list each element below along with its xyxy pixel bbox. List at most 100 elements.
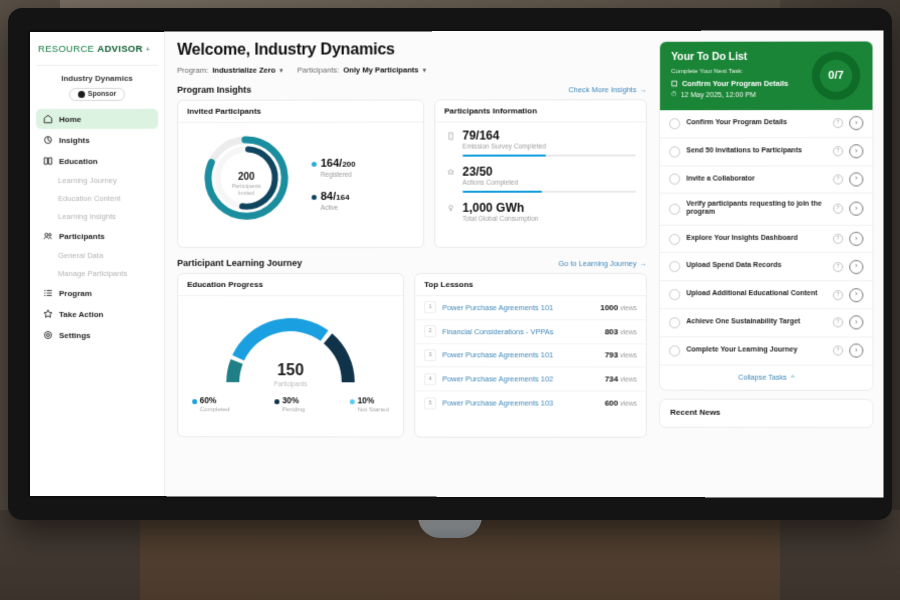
legend-value: 84/ [320, 190, 336, 203]
arrow-right-icon: → [639, 84, 647, 94]
sidebar-item-education[interactable]: Education [36, 151, 158, 171]
link-label: Go to Learning Journey [558, 258, 637, 268]
participants-filter[interactable]: Participants: Only My Participants ▾ [297, 65, 426, 74]
task-row[interactable]: Upload Spend Data Records ? › [660, 253, 873, 282]
check-more-insights-link[interactable]: Check More Insights → [568, 85, 646, 94]
recent-news-title: Recent News [670, 407, 721, 417]
help-icon[interactable]: ? [832, 261, 844, 272]
task-row[interactable]: Confirm Your Program Details ? › [660, 109, 873, 139]
info-value: 23/50 [462, 164, 493, 179]
task-label: Upload Spend Data Records [686, 262, 782, 270]
chevron-right-icon[interactable]: › [849, 144, 864, 159]
list-item[interactable]: 3 Power Purchase Agreements 101 793 views [415, 343, 646, 368]
lesson-name[interactable]: Power Purchase Agreements 101 [442, 350, 554, 360]
task-row[interactable]: Send 50 Invitations to Participants ? › [660, 137, 873, 167]
chevron-right-icon[interactable]: › [849, 259, 864, 274]
sidebar-item-program[interactable]: Program [36, 283, 158, 303]
sidebar-subitem-education-content[interactable]: Education Content [58, 193, 121, 203]
task-row[interactable]: Complete Your Learning Journey ? › [660, 337, 873, 366]
chevron-up-icon: ^ [790, 372, 795, 382]
go-to-learning-journey-link[interactable]: Go to Learning Journey → [558, 258, 646, 267]
help-icon[interactable]: ? [832, 146, 844, 157]
help-icon[interactable]: ? [832, 317, 844, 328]
task-row[interactable]: Explore Your Insights Dashboard ? › [660, 225, 873, 254]
todo-progress-ring: 0/7 [811, 51, 861, 100]
list-item[interactable]: 2 Financial Considerations - VPPAs 803 vi… [415, 319, 646, 344]
task-checkbox[interactable] [669, 289, 681, 301]
task-label: Explore Your Insights Dashboard [686, 234, 798, 242]
help-icon[interactable]: ? [832, 204, 844, 215]
task-checkbox[interactable] [669, 261, 681, 273]
participants-filter-label: Participants: [297, 65, 340, 75]
task-checkbox[interactable] [669, 317, 681, 329]
task-checkbox[interactable] [669, 345, 681, 357]
legend-item-not-started: 10% Not Started [349, 395, 389, 414]
info-row-emission-survey: 79/164 Emission Survey Completed [445, 128, 636, 157]
task-row[interactable]: Upload Additional Educational Content ? … [660, 281, 873, 310]
views-unit: views [620, 376, 637, 384]
task-checkbox[interactable] [669, 203, 681, 215]
sidebar-item-settings[interactable]: Settings [36, 325, 158, 345]
legend-dot-icon [311, 194, 317, 200]
chevron-right-icon[interactable]: › [849, 202, 864, 217]
sidebar-item-participants[interactable]: Participants [36, 226, 158, 246]
task-checkbox[interactable] [669, 118, 681, 130]
program-filter[interactable]: Program: Industrialize Zero ▾ [177, 66, 283, 75]
sidebar-item-label: Insights [59, 135, 90, 145]
task-row[interactable]: Achieve One Sustainability Target ? › [660, 309, 873, 338]
help-icon[interactable]: ? [832, 118, 844, 129]
chevron-right-icon[interactable]: › [849, 172, 864, 187]
chevron-right-icon[interactable]: › [849, 343, 864, 358]
chevron-down-icon: ▾ [279, 67, 284, 75]
lesson-rank: 3 [424, 349, 437, 362]
help-icon[interactable]: ? [832, 289, 844, 300]
lesson-name[interactable]: Power Purchase Agreements 101 [442, 303, 554, 313]
sidebar-item-take-action[interactable]: Take Action [36, 304, 158, 324]
gauge-sub-label: Participants [273, 381, 308, 389]
screen: RESOURCE ADVISOR + Industry Dynamics Spo… [30, 30, 884, 498]
help-icon[interactable]: ? [832, 233, 844, 244]
chevron-right-icon[interactable]: › [849, 287, 864, 302]
task-checkbox[interactable] [669, 173, 681, 186]
app-logo[interactable]: RESOURCE ADVISOR + [30, 40, 164, 63]
chevron-right-icon[interactable]: › [849, 116, 864, 131]
sidebar-item-home[interactable]: Home [35, 108, 159, 129]
help-icon[interactable]: ? [832, 345, 844, 356]
list-item[interactable]: 4 Power Purchase Agreements 102 734 views [415, 367, 646, 392]
legend-label: Registered [320, 171, 352, 179]
collapse-tasks-button[interactable]: Collapse Tasks ^ [660, 365, 872, 389]
legend-item-pending: 30% Pending [274, 395, 305, 414]
task-row[interactable]: Verify participants requesting to join t… [660, 193, 873, 226]
clipboard-icon: ☐ [671, 79, 678, 89]
lesson-name[interactable]: Power Purchase Agreements 103 [442, 398, 554, 408]
help-icon[interactable]: ? [832, 174, 844, 185]
task-row[interactable]: Invite a Collaborator ? › [660, 165, 873, 194]
task-checkbox[interactable] [669, 233, 681, 245]
dashboard-app: RESOURCE ADVISOR + Industry Dynamics Spo… [30, 30, 884, 498]
chevron-right-icon[interactable]: › [849, 231, 864, 246]
sidebar-item-insights[interactable]: Insights [36, 130, 158, 150]
sidebar-item-label: Education [59, 156, 98, 166]
list-item[interactable]: 5 Power Purchase Agreements 103 600 views [415, 392, 646, 415]
section-title: Participant Learning Journey [177, 257, 303, 269]
info-label: Emission Survey Completed [462, 143, 546, 151]
home-icon [43, 114, 53, 124]
next-task-label: Confirm Your Program Details [681, 78, 789, 89]
sponsor-icon [77, 90, 85, 98]
sidebar-subitem-general-data[interactable]: General Data [58, 250, 104, 260]
chevron-right-icon[interactable]: › [849, 315, 864, 330]
lesson-name[interactable]: Financial Considerations - VPPAs [442, 326, 554, 336]
gear-icon [43, 330, 53, 340]
list-item[interactable]: 1 Power Purchase Agreements 101 1000 view… [415, 296, 646, 321]
sidebar-subitem-manage-participants[interactable]: Manage Participants [58, 269, 128, 279]
sponsor-badge[interactable]: Sponsor [68, 87, 126, 101]
lesson-rank: 4 [424, 373, 437, 386]
sponsor-badge-wrap: Sponsor [30, 87, 164, 109]
sidebar-subitem-learning-journey[interactable]: Learning Journey [58, 175, 117, 185]
lesson-name[interactable]: Power Purchase Agreements 102 [442, 374, 554, 384]
invited-participants-card: Invited Participants [177, 99, 425, 248]
task-checkbox[interactable] [669, 146, 681, 158]
sidebar-subitem-learning-insights[interactable]: Learning Insights [58, 211, 116, 221]
lesson-views: 600 [604, 398, 619, 408]
sidebar-item-label: Home [59, 114, 82, 124]
